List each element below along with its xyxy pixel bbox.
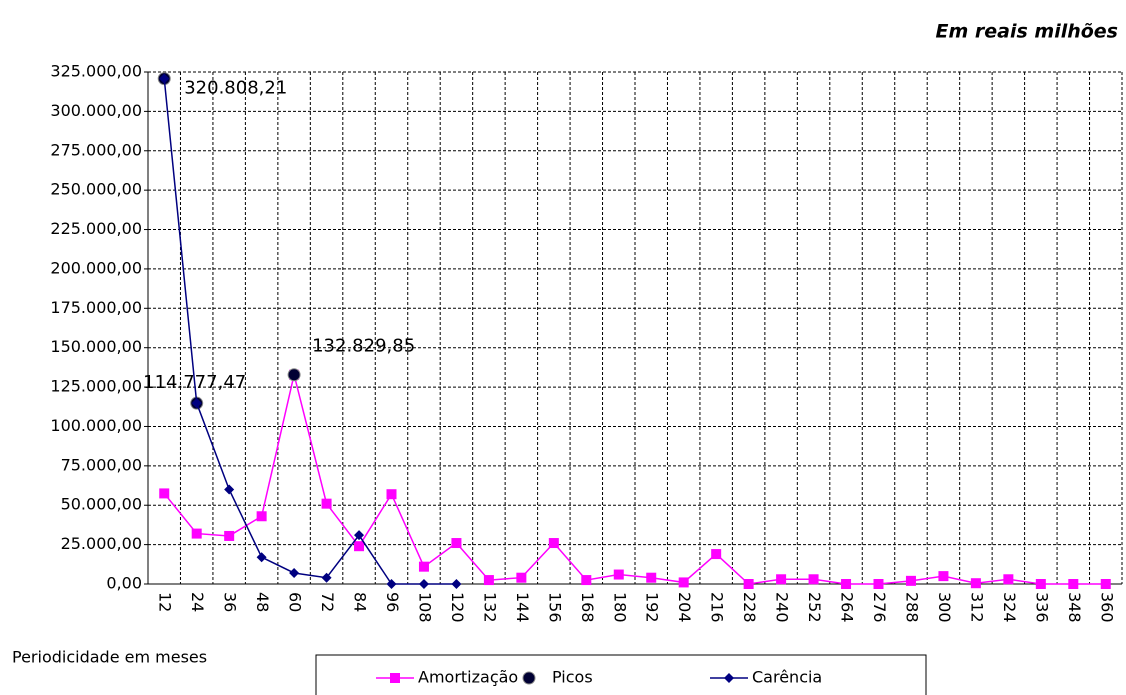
y-tick-label: 75.000,00 xyxy=(61,455,142,474)
data-point xyxy=(224,484,235,495)
data-point xyxy=(321,572,332,583)
data-point xyxy=(548,538,559,549)
data-point xyxy=(808,574,819,585)
data-point xyxy=(776,574,787,585)
x-tick-label: 84 xyxy=(351,592,370,612)
data-point xyxy=(873,579,884,589)
x-tick-label: 48 xyxy=(253,592,272,612)
x-tick-label: 108 xyxy=(415,592,434,623)
x-tick-label: 120 xyxy=(448,592,467,623)
data-point xyxy=(516,572,527,583)
x-tick-label: 252 xyxy=(805,592,824,623)
x-tick-label: 192 xyxy=(643,592,662,623)
x-tick-label: 180 xyxy=(610,592,629,623)
legend-box xyxy=(315,654,927,695)
data-point xyxy=(287,368,301,382)
y-tick-label: 100.000,00 xyxy=(50,416,142,435)
x-tick-label: 72 xyxy=(318,592,337,612)
data-label: 320.808,21 xyxy=(184,78,287,99)
data-point xyxy=(321,498,332,509)
series-line xyxy=(163,78,457,585)
x-tick-label: 216 xyxy=(708,592,727,623)
data-point xyxy=(938,571,949,582)
data-point xyxy=(386,579,397,589)
x-tick-label: 336 xyxy=(1032,592,1051,623)
y-tick-label: 225.000,00 xyxy=(50,219,142,238)
y-tick-label: 250.000,00 xyxy=(50,180,142,199)
legend-label: Carência xyxy=(752,668,822,687)
y-tick-label: 50.000,00 xyxy=(61,495,142,514)
x-tick-label: 312 xyxy=(967,592,986,623)
data-point xyxy=(159,73,170,84)
x-tick-label: 24 xyxy=(188,592,207,612)
data-point xyxy=(418,579,429,589)
x-tick-label: 60 xyxy=(286,592,305,612)
data-point xyxy=(354,530,365,541)
y-tick-label: 175.000,00 xyxy=(50,298,142,317)
legend-label: Amortização xyxy=(418,668,518,687)
data-point xyxy=(905,575,916,586)
y-tick-label: 200.000,00 xyxy=(50,258,142,277)
data-point xyxy=(743,579,754,589)
y-tick-label: 325.000,00 xyxy=(50,62,142,81)
data-point xyxy=(1035,579,1046,589)
y-tick-label: 125.000,00 xyxy=(50,377,142,396)
x-tick-label: 228 xyxy=(740,592,759,623)
x-tick-label: 240 xyxy=(773,592,792,623)
legend-label: Picos xyxy=(552,668,593,687)
x-tick-label: 204 xyxy=(675,592,694,623)
data-point xyxy=(841,579,852,589)
data-point xyxy=(970,578,981,589)
data-point xyxy=(581,575,592,586)
x-tick-label: 144 xyxy=(513,592,532,623)
y-tick-label: 25.000,00 xyxy=(61,534,142,553)
data-point xyxy=(354,541,365,552)
chart-title: Em reais milhões xyxy=(935,21,1118,43)
data-label: 132.829,85 xyxy=(312,336,415,357)
x-tick-label: 360 xyxy=(1097,592,1116,623)
y-tick-label: 150.000,00 xyxy=(50,337,142,356)
data-point xyxy=(1100,579,1111,589)
data-point xyxy=(256,511,267,522)
data-point xyxy=(451,538,462,549)
x-tick-label: 168 xyxy=(578,592,597,623)
x-tick-label: 156 xyxy=(545,592,564,623)
data-point xyxy=(646,572,657,583)
data-point xyxy=(1068,579,1079,589)
data-point xyxy=(256,552,267,563)
data-point xyxy=(678,577,689,588)
x-tick-label: 96 xyxy=(383,592,402,612)
data-point xyxy=(224,530,235,541)
legend-marker xyxy=(522,671,536,685)
x-tick-label: 36 xyxy=(221,592,240,612)
data-point xyxy=(613,569,624,580)
x-tick-label: 288 xyxy=(902,592,921,623)
x-tick-label: 264 xyxy=(838,592,857,623)
y-tick-label: 300.000,00 xyxy=(50,101,142,120)
x-tick-label: 132 xyxy=(480,592,499,623)
data-point xyxy=(386,489,397,500)
data-point xyxy=(418,561,429,572)
data-point xyxy=(483,575,494,586)
x-axis-label: Periodicidade em meses xyxy=(12,648,207,667)
x-tick-label: 276 xyxy=(870,592,889,623)
data-point xyxy=(451,579,462,589)
x-tick-label: 300 xyxy=(935,592,954,623)
series-line xyxy=(163,374,1106,585)
x-tick-label: 12 xyxy=(156,592,175,612)
y-tick-label: 275.000,00 xyxy=(50,140,142,159)
y-tick-label: 0,00 xyxy=(106,574,142,593)
data-point xyxy=(711,549,722,560)
data-point xyxy=(1003,574,1014,585)
data-point xyxy=(191,528,202,539)
legend-marker xyxy=(724,673,734,683)
data-point xyxy=(289,567,300,578)
data-point xyxy=(159,488,170,499)
legend-marker xyxy=(390,673,400,683)
x-tick-label: 348 xyxy=(1065,592,1084,623)
data-point xyxy=(191,398,202,409)
x-tick-label: 324 xyxy=(1000,592,1019,623)
